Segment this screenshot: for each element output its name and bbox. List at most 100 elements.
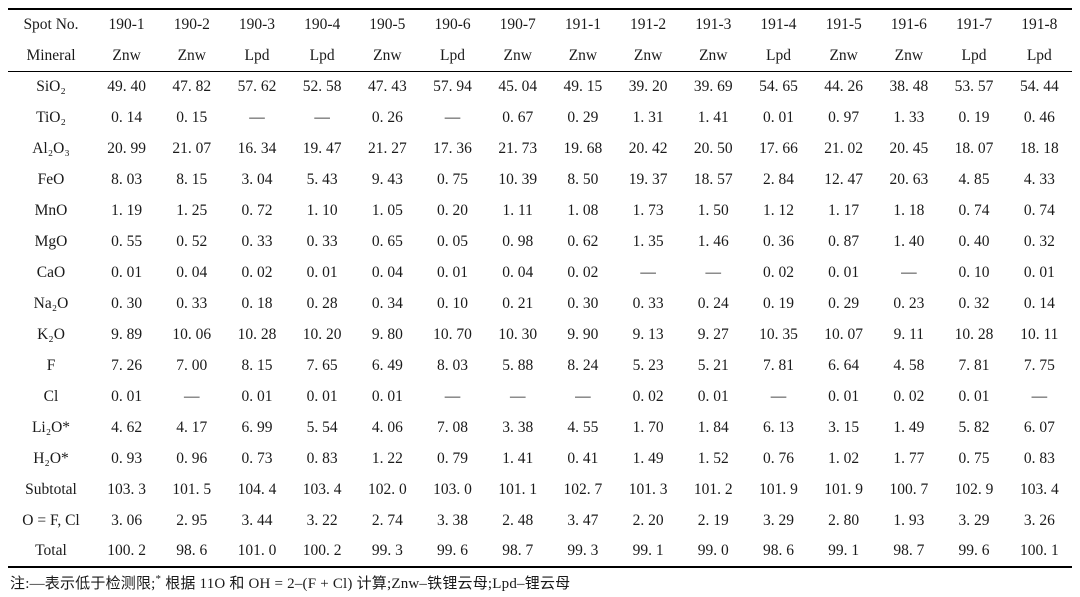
spot-header-cell: 191-3	[695, 16, 732, 34]
value-cell: 57. 62	[237, 78, 277, 95]
value-cell: 5. 88	[502, 356, 534, 374]
value-cell: 3. 04	[241, 170, 273, 188]
value-cell: 0. 72	[241, 201, 273, 219]
value-cell: 0. 36	[762, 232, 794, 250]
spot-header-cell: 191-8	[1021, 16, 1058, 34]
value-cell: 54. 44	[1019, 78, 1059, 95]
table-row: Cl 0. 01 — 0. 01 0. 01 0. 01 — — — 0. 02 0. 01 — 0. …	[8, 381, 1072, 412]
value-cell: 99. 1	[828, 542, 860, 560]
value-cell: 0. 30	[111, 294, 143, 312]
value-cell: 0. 18	[241, 294, 273, 312]
value-cell: 99. 0	[697, 542, 729, 560]
mineral-cell: Lpd	[765, 46, 791, 64]
value-cell: —	[770, 387, 787, 405]
footnote-asterisk: *	[155, 573, 162, 585]
value-cell: 17. 66	[759, 139, 798, 157]
value-cell: 3. 06	[111, 511, 143, 529]
spot-header-cell: 191-7	[955, 16, 993, 34]
row-label: SiO₂	[36, 78, 66, 95]
value-cell: 1. 05	[371, 201, 403, 219]
value-cell: 1. 08	[567, 201, 599, 219]
value-cell: 7. 00	[176, 356, 208, 374]
table-header: Spot No. 190-1 190-2 190-3 190-4 190-5 190-6 19…	[8, 9, 1072, 71]
mineral-row-label: Mineral	[26, 46, 76, 64]
value-cell: 44. 26	[824, 78, 864, 95]
value-cell: 8. 15	[241, 356, 273, 374]
value-cell: 21. 02	[824, 139, 864, 157]
value-cell: 0. 52	[176, 232, 208, 250]
value-cell: 21. 73	[498, 139, 538, 157]
value-cell: 1. 31	[632, 108, 664, 126]
value-cell: 10. 28	[237, 325, 277, 343]
spot-header-cell: 190-3	[238, 16, 276, 34]
value-cell: 9. 90	[567, 325, 599, 343]
value-cell: 0. 21	[502, 294, 534, 312]
value-cell: 4. 85	[958, 170, 990, 188]
value-cell: 7. 26	[111, 356, 143, 374]
value-cell: 10. 39	[498, 170, 538, 188]
value-cell: 4. 58	[893, 356, 925, 374]
value-cell: 0. 01	[697, 387, 729, 405]
value-cell: 0. 01	[306, 387, 338, 405]
row-label: Total	[35, 542, 67, 560]
value-cell: 38. 48	[889, 78, 929, 95]
value-cell: 3. 38	[502, 418, 534, 436]
value-cell: 7. 81	[762, 356, 794, 374]
value-cell: 4. 62	[111, 418, 143, 436]
value-cell: 49. 40	[107, 78, 146, 95]
value-cell: 7. 75	[1023, 356, 1055, 374]
table-row: O = F, Cl 3. 06 2. 95 3. 44 3. 22 2. 74 3. 38 2…	[8, 505, 1072, 536]
value-cell: 101. 3	[628, 480, 668, 498]
value-cell: 5. 54	[306, 418, 338, 436]
value-cell: 1. 17	[828, 201, 860, 219]
spot-number-row: Spot No. 190-1 190-2 190-3 190-4 190-5 190-6 19…	[8, 9, 1072, 40]
value-cell: 10. 06	[172, 325, 212, 343]
value-cell: 0. 76	[762, 449, 794, 467]
value-cell: —	[249, 108, 265, 126]
value-cell: 0. 15	[176, 108, 208, 126]
value-cell: 53. 57	[954, 78, 994, 95]
spot-header-cell: 190-7	[499, 16, 536, 34]
value-cell: 3. 47	[567, 511, 599, 529]
value-cell: 2. 19	[697, 511, 729, 529]
value-cell: 21. 07	[172, 139, 212, 157]
value-cell: 99. 6	[437, 542, 469, 560]
value-cell: 0. 01	[111, 263, 143, 281]
spot-header-cell: 190-2	[173, 16, 210, 34]
value-cell: 0. 93	[111, 449, 143, 467]
spot-header-cell: 190-4	[304, 16, 341, 34]
value-cell: 101. 0	[237, 542, 277, 560]
value-cell: 103. 4	[302, 480, 342, 498]
value-cell: 98. 6	[176, 542, 208, 560]
value-cell: 0. 19	[762, 294, 794, 312]
value-cell: 10. 28	[954, 325, 994, 343]
value-cell: 10. 11	[1020, 325, 1059, 343]
value-cell: 0. 02	[762, 263, 794, 281]
value-cell: 0. 34	[371, 294, 403, 312]
value-cell: 57. 94	[433, 78, 472, 95]
value-cell: 103. 3	[107, 480, 146, 498]
value-cell: 5. 82	[958, 418, 990, 436]
value-cell: —	[184, 387, 200, 405]
value-cell: 0. 32	[1023, 232, 1055, 250]
mineral-cell: Znw	[894, 46, 924, 64]
value-cell: 104. 4	[237, 480, 277, 498]
value-cell: 6. 99	[241, 418, 273, 436]
row-label: MnO	[34, 201, 68, 219]
value-cell: 18. 57	[693, 170, 733, 188]
spot-header-cell: 191-1	[564, 16, 601, 34]
value-cell: 0. 01	[306, 263, 338, 281]
value-cell: —	[575, 387, 591, 405]
row-label: Li₂O*	[31, 418, 71, 436]
value-cell: 102. 7	[563, 480, 603, 498]
value-cell: 1. 73	[632, 201, 664, 219]
footnote-text: 注:—表示低于检测限;	[10, 576, 156, 592]
value-cell: 0. 04	[176, 263, 208, 281]
table-row: Li₂O* 4. 62 4. 17 6. 99 5. 54 4. 06 7. 08 3. 38…	[8, 412, 1072, 443]
value-cell: 7. 65	[306, 356, 338, 374]
table-footnote: 注:—表示低于检测限;* 根据 11O 和 OH = 2–(F + Cl) 计算…	[8, 572, 1072, 593]
mineral-cell: Znw	[112, 46, 141, 64]
value-cell: 9. 89	[111, 325, 143, 343]
value-cell: 0. 01	[371, 387, 403, 405]
